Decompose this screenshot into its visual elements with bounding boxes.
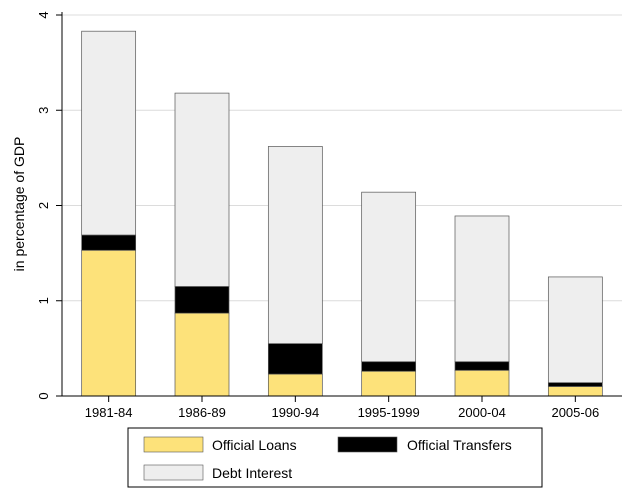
bar-segment-official-transfers bbox=[267, 343, 323, 375]
bar-segment-debt-interest bbox=[547, 276, 603, 384]
x-tick-label: 1990-94 bbox=[271, 405, 319, 420]
y-tick-label: 2 bbox=[36, 202, 51, 209]
bar-segment-official-loans bbox=[81, 249, 137, 397]
bar-segment-official-loans bbox=[267, 373, 323, 397]
legend: Official Loans Official Transfers Debt I… bbox=[127, 427, 543, 488]
gridlines bbox=[62, 14, 622, 302]
axis-ticks: 0 1 2 3 4 1981-84 1986-89 1990-94 1995-1999 2000-… bbox=[36, 11, 599, 420]
bar-segment-official-transfers bbox=[361, 361, 417, 372]
legend-swatch-debt-interest bbox=[143, 464, 204, 481]
x-tick-label: 1995-1999 bbox=[358, 405, 420, 420]
legend-swatch-official-loans bbox=[143, 436, 204, 453]
x-tick-label: 1981-84 bbox=[85, 405, 133, 420]
y-tick-label: 0 bbox=[36, 392, 51, 399]
y-tick-label: 4 bbox=[36, 11, 51, 18]
bar-segment-debt-interest bbox=[174, 92, 230, 287]
x-tick-label: 2005-06 bbox=[551, 405, 599, 420]
legend-label-official-transfers: Official Transfers bbox=[407, 437, 512, 453]
bar-segment-official-loans bbox=[547, 386, 603, 397]
bar-segment-debt-interest bbox=[454, 215, 510, 363]
x-tick-label: 2000-04 bbox=[458, 405, 506, 420]
legend-label-official-loans: Official Loans bbox=[212, 437, 297, 453]
bar-segment-debt-interest bbox=[81, 30, 137, 236]
bar-segment-official-transfers bbox=[174, 286, 230, 314]
x-tick-label: 1986-89 bbox=[178, 405, 226, 420]
bar-segment-official-transfers bbox=[547, 382, 603, 387]
legend-swatch-official-transfers bbox=[337, 436, 398, 453]
y-tick-label: 3 bbox=[36, 107, 51, 114]
bar-segment-official-transfers bbox=[454, 361, 510, 371]
y-axis-title: in percentage of GDP bbox=[11, 137, 27, 272]
bar-segment-official-loans bbox=[174, 312, 230, 397]
bar-segment-official-transfers bbox=[81, 234, 137, 251]
bar-segment-official-loans bbox=[361, 370, 417, 397]
bar-segment-debt-interest bbox=[267, 146, 323, 344]
bar-segment-debt-interest bbox=[361, 191, 417, 363]
bars bbox=[81, 30, 603, 397]
bar-segment-official-loans bbox=[454, 369, 510, 397]
y-tick-label: 1 bbox=[36, 297, 51, 304]
axes bbox=[61, 12, 622, 397]
legend-label-debt-interest: Debt Interest bbox=[212, 465, 292, 481]
